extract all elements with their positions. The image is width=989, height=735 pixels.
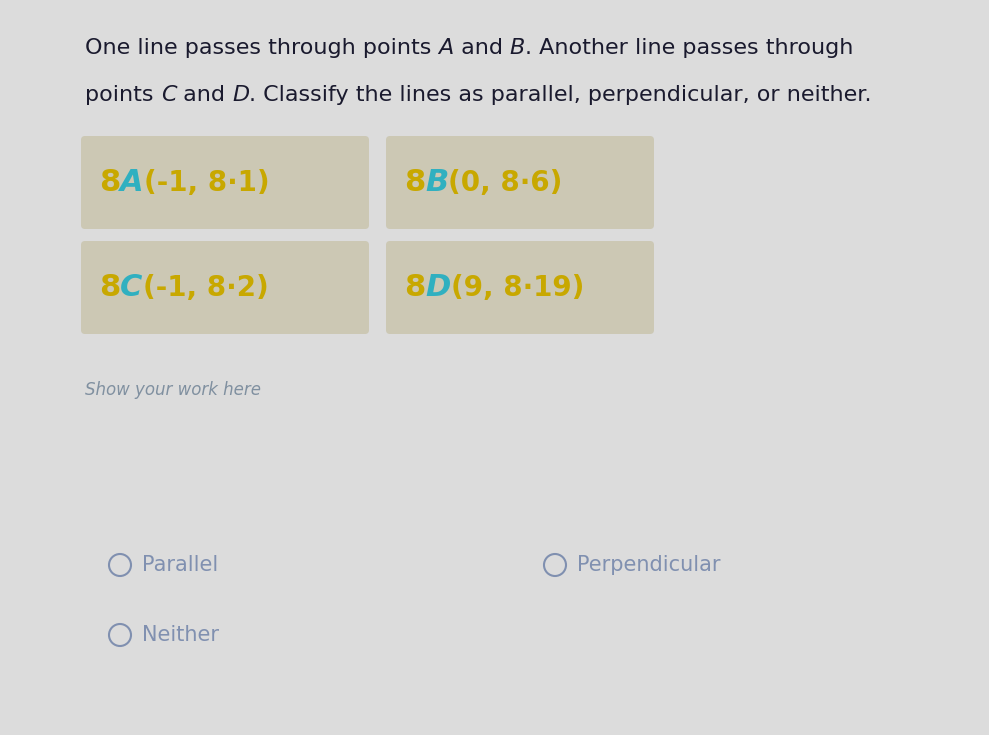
Text: (-1, 8⋅2): (-1, 8⋅2) bbox=[142, 273, 268, 301]
Text: A: A bbox=[438, 38, 454, 58]
FancyBboxPatch shape bbox=[81, 241, 369, 334]
Text: B: B bbox=[510, 38, 525, 58]
Text: (-1, 8⋅1): (-1, 8⋅1) bbox=[143, 168, 269, 196]
Text: Neither: Neither bbox=[142, 625, 219, 645]
Text: and: and bbox=[454, 38, 510, 58]
Text: C: C bbox=[121, 273, 142, 302]
FancyBboxPatch shape bbox=[386, 241, 654, 334]
Text: 8: 8 bbox=[99, 168, 121, 197]
Text: 8: 8 bbox=[404, 273, 425, 302]
Text: D: D bbox=[425, 273, 451, 302]
Text: . Another line passes through: . Another line passes through bbox=[525, 38, 854, 58]
Text: C: C bbox=[160, 85, 176, 105]
Text: (9, 8⋅19): (9, 8⋅19) bbox=[451, 273, 584, 301]
FancyBboxPatch shape bbox=[81, 136, 369, 229]
Text: Perpendicular: Perpendicular bbox=[577, 555, 721, 575]
Text: (0, 8⋅6): (0, 8⋅6) bbox=[448, 168, 563, 196]
FancyBboxPatch shape bbox=[386, 136, 654, 229]
Text: Parallel: Parallel bbox=[142, 555, 219, 575]
Text: and: and bbox=[176, 85, 232, 105]
Text: One line passes through points: One line passes through points bbox=[85, 38, 438, 58]
Text: D: D bbox=[232, 85, 249, 105]
Text: . Classify the lines as parallel, perpendicular, or neither.: . Classify the lines as parallel, perpen… bbox=[249, 85, 872, 105]
Text: 8: 8 bbox=[404, 168, 425, 197]
Text: points: points bbox=[85, 85, 160, 105]
Text: A: A bbox=[121, 168, 143, 197]
Text: B: B bbox=[425, 168, 448, 197]
Text: 8: 8 bbox=[99, 273, 121, 302]
Text: Show your work here: Show your work here bbox=[85, 381, 261, 399]
